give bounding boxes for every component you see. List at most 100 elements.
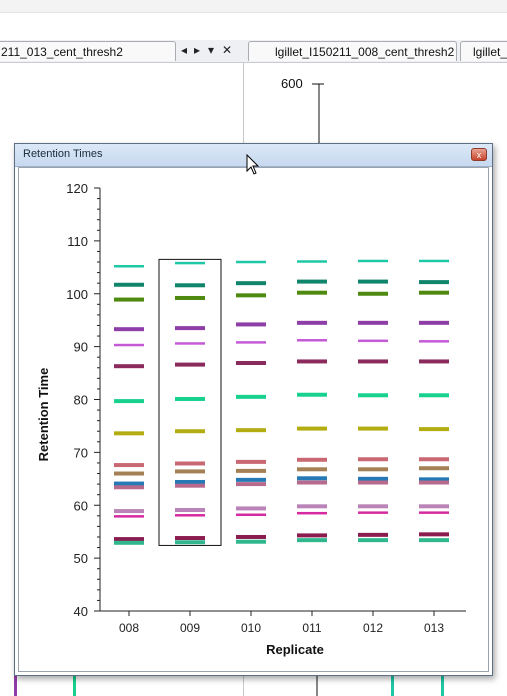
retention-time-mark — [419, 457, 449, 461]
retention-time-mark — [358, 340, 388, 343]
y-tick-label: 40 — [74, 604, 88, 619]
retention-time-mark — [297, 467, 327, 471]
close-icon: x — [477, 150, 482, 160]
tab-label: lgillet_I150211_008_cent_thresh2 — [275, 45, 454, 59]
retention-time-mark — [358, 533, 388, 537]
retention-time-mark — [236, 514, 266, 517]
retention-time-mark — [358, 481, 388, 485]
retention-time-mark — [175, 469, 205, 473]
tab-close-icon[interactable]: ✕ — [222, 43, 232, 57]
retention-time-mark — [297, 393, 327, 397]
retention-time-mark — [236, 506, 266, 510]
tab-scroll-left-icon[interactable]: ◂ — [181, 43, 187, 57]
retention-time-mark — [358, 538, 388, 542]
retention-time-mark — [175, 262, 205, 265]
retention-time-mark — [114, 463, 144, 467]
tab-scroll-right-icon[interactable]: ▸ — [194, 43, 200, 57]
tab-document-013[interactable]: 211_013_cent_thresh2 — [0, 41, 176, 61]
retention-time-mark — [419, 511, 449, 513]
retention-time-mark — [114, 537, 144, 541]
retention-time-mark — [419, 359, 449, 363]
selected-replicate-box — [159, 259, 221, 545]
retention-time-mark — [114, 327, 144, 331]
retention-time-mark — [358, 427, 388, 431]
retention-time-mark — [419, 504, 449, 508]
retention-time-mark — [419, 280, 449, 284]
retention-time-mark — [175, 514, 205, 517]
y-tick-label: 110 — [67, 234, 88, 249]
retention-time-mark — [297, 339, 327, 342]
retention-time-mark — [419, 260, 449, 263]
retention-time-mark — [297, 512, 327, 515]
retention-time-mark — [419, 340, 449, 343]
background-plot-marks — [0, 676, 507, 696]
tab-label: 211_013_cent_thresh2 — [1, 45, 123, 59]
retention-time-mark — [175, 484, 205, 488]
dialog-title: Retention Times — [23, 148, 102, 160]
retention-time-mark — [358, 457, 388, 461]
retention-time-mark — [236, 293, 266, 297]
retention-time-mark — [236, 341, 266, 344]
tab-label: lgillet_ — [473, 45, 507, 59]
retention-time-chart: 40 50 60 70 80 90 100 110 120 008 009 010 011 012 013 R… — [19, 168, 488, 671]
retention-time-mark — [236, 322, 266, 326]
retention-time-mark — [419, 427, 449, 431]
dialog-close-button[interactable]: x — [471, 148, 487, 161]
y-tick-label: 80 — [74, 393, 88, 408]
retention-time-mark — [358, 467, 388, 471]
retention-time-mark — [358, 393, 388, 397]
retention-time-mark — [297, 458, 327, 462]
y-tick-label: 90 — [74, 340, 88, 355]
tab-document-next[interactable]: lgillet_ — [460, 41, 507, 61]
y-axis-label: Retention Time — [36, 368, 51, 462]
retention-time-mark — [236, 395, 266, 399]
retention-time-mark — [175, 536, 205, 540]
retention-time-mark — [114, 509, 144, 513]
retention-time-mark — [297, 533, 327, 537]
retention-time-mark — [236, 460, 266, 464]
retention-time-mark — [114, 399, 144, 403]
retention-time-mark — [236, 478, 266, 482]
retention-time-mark — [358, 292, 388, 296]
retention-time-mark — [236, 540, 266, 544]
y-tick-label: 70 — [74, 445, 88, 460]
retention-time-mark — [114, 515, 144, 518]
retention-time-mark — [114, 431, 144, 435]
retention-time-mark — [419, 393, 449, 397]
retention-time-mark — [419, 466, 449, 470]
retention-time-mark — [175, 461, 205, 465]
retention-time-mark — [175, 540, 205, 544]
retention-time-mark — [297, 481, 327, 485]
chart-area: 40 50 60 70 80 90 100 110 120 008 009 010 011 012 013 R… — [18, 167, 489, 672]
tab-menu-dropdown-icon[interactable]: ▾ — [208, 43, 214, 57]
retention-time-mark — [297, 260, 327, 263]
y-tick-label: 50 — [74, 551, 88, 566]
retention-time-mark — [114, 541, 144, 545]
x-tick-label: 008 — [119, 621, 139, 635]
retention-time-mark — [114, 364, 144, 368]
retention-time-mark — [297, 359, 327, 363]
retention-time-mark — [297, 280, 327, 284]
retention-time-mark — [236, 535, 266, 539]
retention-time-mark — [358, 321, 388, 325]
retention-time-mark — [175, 508, 205, 512]
retention-time-mark — [297, 427, 327, 431]
retention-time-mark — [358, 280, 388, 284]
retention-time-mark — [175, 429, 205, 433]
retention-time-mark — [419, 291, 449, 295]
retention-time-mark — [236, 361, 266, 365]
tab-document-008[interactable]: lgillet_I150211_008_cent_thresh2 — [248, 41, 457, 61]
retention-time-mark — [297, 291, 327, 295]
retention-time-mark — [114, 344, 144, 347]
retention-time-mark — [175, 342, 205, 345]
x-tick-label: 012 — [363, 621, 383, 635]
y-tick-label: 60 — [74, 498, 88, 513]
retention-time-mark — [236, 482, 266, 486]
x-axis-label: Replicate — [266, 642, 324, 657]
retention-time-mark — [114, 472, 144, 476]
x-tick-label: 010 — [241, 621, 261, 635]
mouse-cursor-icon — [246, 154, 260, 176]
retention-time-mark — [114, 265, 144, 268]
retention-time-mark — [297, 321, 327, 325]
x-tick-label: 009 — [180, 621, 200, 635]
